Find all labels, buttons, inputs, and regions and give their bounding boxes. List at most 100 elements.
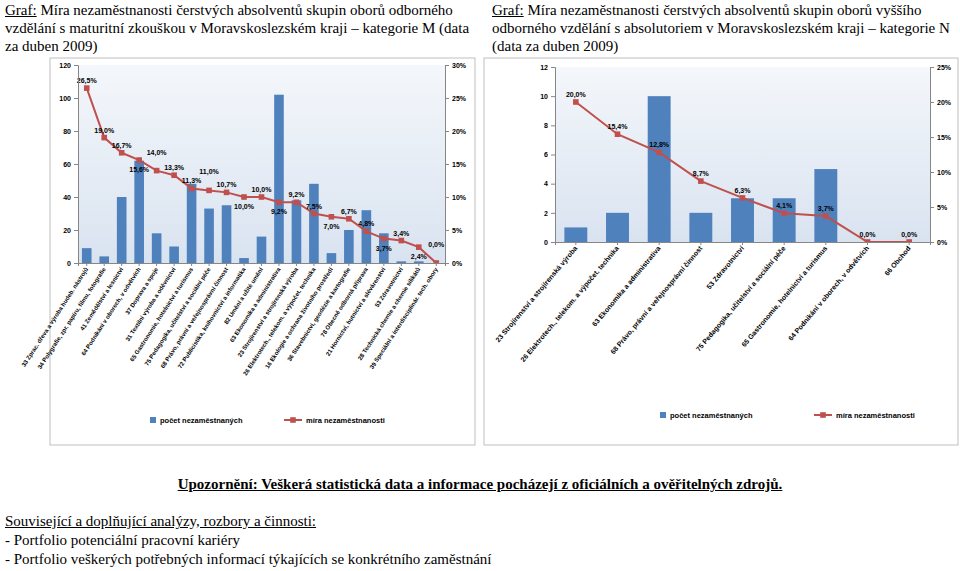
tick-mark xyxy=(74,263,78,264)
data-label: 19,0% xyxy=(94,127,115,135)
tick-mark xyxy=(551,184,555,185)
marker xyxy=(101,135,107,141)
tick: 66 Obchod xyxy=(883,242,912,277)
related-item: - Portfolio potenciální pracovní kariéry xyxy=(5,531,240,550)
bar xyxy=(606,213,629,242)
title-prefix: Graf: xyxy=(492,2,524,18)
tick: 68 Právo, právní a veřejnosprávní činnos… xyxy=(159,263,229,369)
tick: 20% xyxy=(445,128,467,135)
tick-label: 63 Ekonomika a administrativa xyxy=(591,245,662,328)
tick-mark xyxy=(401,263,402,266)
tick: 2 xyxy=(544,210,555,217)
tick-mark xyxy=(139,263,140,266)
data-label: 9,2% xyxy=(271,208,288,216)
tick-mark xyxy=(930,172,934,173)
data-label: 6,7% xyxy=(341,208,358,216)
tick-mark xyxy=(331,263,332,266)
data-label: 0,0% xyxy=(860,231,877,239)
tick-mark xyxy=(551,155,555,156)
marker xyxy=(381,236,387,242)
tick: 25% xyxy=(445,95,467,102)
tick-label: 20 xyxy=(63,227,71,234)
marker xyxy=(311,211,317,217)
marker xyxy=(241,194,247,200)
related-item: - Portfolio veškerých potřebných informa… xyxy=(5,550,492,569)
tick-mark xyxy=(930,207,934,208)
tick-label: 26 Elektrotech., telekom. a výpočet. tec… xyxy=(242,266,317,377)
y2-axis: 0%5%10%15%20%25%30% xyxy=(445,62,467,267)
tick-mark xyxy=(383,263,384,266)
tick-mark xyxy=(191,263,192,266)
bar xyxy=(648,96,671,242)
marks xyxy=(564,96,912,243)
data-label: 8,7% xyxy=(693,170,710,178)
tick-mark xyxy=(261,263,262,266)
legend-label: míra nezaměstnanosti xyxy=(836,411,915,420)
marker xyxy=(346,216,352,222)
tick-label: 5% xyxy=(937,204,948,211)
tick-mark xyxy=(930,67,934,68)
tick-mark xyxy=(575,242,576,245)
tick-mark xyxy=(445,164,449,165)
tick: 34 Polygrafie, zpr. papíru, filmu, fotog… xyxy=(37,263,108,370)
tick-mark xyxy=(436,263,437,266)
bar xyxy=(414,261,424,263)
tick: 65 Gastronomie, hotelnictví a turismus xyxy=(129,263,195,363)
bar xyxy=(731,198,754,242)
bar xyxy=(292,200,302,263)
chart-1: 20,0%15,4%12,8%8,7%6,3%4,1%3,7%0,0%0,0%0… xyxy=(484,58,958,445)
line xyxy=(87,88,437,263)
data-label: 9,2% xyxy=(288,191,305,199)
tick-label: 21 Hornictví, hutnictví a slévárenství xyxy=(325,266,387,357)
data-label: 7,0% xyxy=(323,223,340,231)
marker xyxy=(84,85,90,91)
legend-swatch xyxy=(660,412,666,418)
legend-item: míra nezaměstnanosti xyxy=(814,411,915,420)
bar xyxy=(689,213,712,242)
bar xyxy=(239,258,249,263)
data-label: 12,8% xyxy=(649,141,670,149)
tick-mark xyxy=(445,98,449,99)
warning: Upozornění: Veškerá statistická data a i… xyxy=(0,475,960,494)
tick: 60 xyxy=(63,161,78,168)
tick: 28 Technická chemie a chemie silikátů xyxy=(357,263,422,361)
tick-mark xyxy=(742,242,743,245)
tick-mark xyxy=(74,65,78,66)
tick-label: 8 xyxy=(544,122,548,129)
tick: 75 Pedagogika, učitelství a sociální péč… xyxy=(695,242,788,353)
tick-label: 64 Podnikání v oborech, v odvětvích xyxy=(80,266,142,357)
data-label: 20,0% xyxy=(566,91,587,99)
tick-label: 20% xyxy=(937,99,952,106)
tick: 20% xyxy=(930,99,952,106)
marker xyxy=(189,186,195,192)
tick-label: 60 xyxy=(63,161,71,168)
tick-label: 64 Podnikání v oborech, v odvětvích xyxy=(787,245,871,343)
data-labels: 26,5%19,0%16,7%15,6%14,0%13,3%11,3%11,0%… xyxy=(77,77,445,261)
tick: 39 Speciální a interdisciplinár. tech. o… xyxy=(369,263,440,370)
bar xyxy=(187,184,197,263)
marker xyxy=(615,131,621,137)
data-label: 3,4% xyxy=(393,230,410,238)
data-label: 0,0% xyxy=(901,231,918,239)
data-label: 10,0% xyxy=(234,203,255,211)
tick-label: 34 Polygrafie, zpr. papíru, filmu, fotog… xyxy=(37,266,108,370)
data-label: 7,5% xyxy=(306,203,323,211)
tick-mark xyxy=(74,164,78,165)
tick-mark xyxy=(209,263,210,266)
data-label: 13,3% xyxy=(164,164,185,172)
tick-label: 75 Pedagogika, učitelství a sociální péč… xyxy=(144,266,212,367)
tick: 26 Elektrotech., telekom. a výpočet. tec… xyxy=(519,242,621,364)
data-labels: 20,0%15,4%12,8%8,7%6,3%4,1%3,7%0,0%0,0% xyxy=(566,91,918,239)
tick: 30% xyxy=(445,62,467,69)
marker xyxy=(740,195,746,201)
bar xyxy=(134,161,144,263)
tick-mark xyxy=(278,263,279,266)
axis-line xyxy=(556,243,931,246)
tick-mark xyxy=(296,263,297,266)
tick-label: 5% xyxy=(452,227,463,234)
legend-marker xyxy=(290,417,296,423)
tick-mark xyxy=(226,263,227,266)
tick: 6 xyxy=(544,151,555,158)
tick: 68 Právo, právní a veřejnosprávní činnos… xyxy=(609,242,705,356)
tick-label: 20% xyxy=(452,128,467,135)
